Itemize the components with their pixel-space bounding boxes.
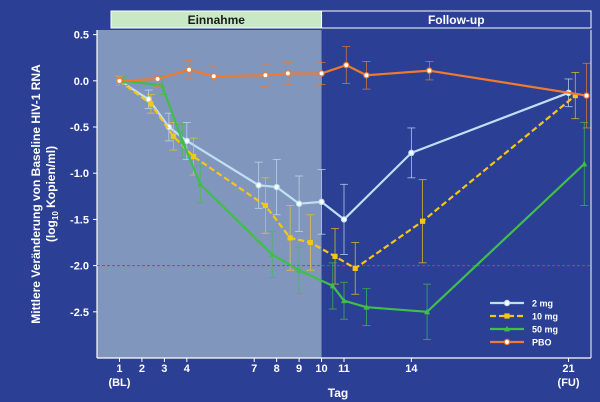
data-point-50mg — [269, 251, 276, 257]
data-point-pbo — [426, 67, 433, 74]
x-tick-label: 4 — [184, 363, 191, 375]
x-tick-sublabel: (FU) — [558, 377, 580, 389]
data-point-pbo — [363, 72, 370, 79]
phase-label-intake: Einnahme — [188, 13, 246, 27]
x-tick-label: 2 — [139, 363, 145, 375]
legend-marker-2mg — [503, 299, 511, 307]
y-tick-label: -0.5 — [70, 122, 89, 134]
data-point-2mg — [340, 216, 348, 223]
x-tick-label: 7 — [251, 363, 257, 375]
x-tick-label: 14 — [405, 363, 418, 375]
data-point-pbo — [583, 92, 590, 99]
legend-label-pbo: PBO — [532, 338, 552, 348]
data-point-10mg — [262, 202, 269, 209]
y-tick-label: -1.0 — [70, 168, 89, 180]
data-point-2mg — [318, 198, 325, 206]
y-axis-label-line1: Mittlere Veränderung von Baseline HIV-1 … — [29, 64, 43, 324]
legend-marker-pbo — [503, 338, 511, 346]
legend-label-10mg: 10 mg — [532, 312, 558, 322]
data-point-10mg — [352, 265, 358, 271]
data-point-10mg — [287, 235, 293, 241]
data-point-2mg — [273, 183, 280, 191]
data-point-pbo — [284, 70, 292, 77]
y-tick-label: 0.5 — [74, 30, 89, 42]
data-point-50mg — [329, 282, 336, 289]
data-point-2mg — [408, 149, 415, 157]
y-tick-label: -2.0 — [70, 261, 89, 273]
data-point-10mg — [170, 133, 176, 139]
x-axis-label: Tag — [328, 386, 348, 400]
y-axis-label-line2: (log10 Kopien/ml) — [44, 146, 60, 242]
x-tick-label: 3 — [161, 363, 167, 375]
legend-label-2mg: 2 mg — [532, 299, 553, 309]
data-point-pbo — [154, 75, 161, 83]
data-point-10mg — [148, 101, 154, 107]
legend-marker-10mg — [504, 313, 510, 319]
x-tick-label: 9 — [296, 363, 302, 375]
data-point-10mg — [190, 153, 197, 160]
legend-marker-50mg — [504, 325, 510, 332]
data-point-50mg — [296, 267, 303, 273]
x-tick-label: 8 — [274, 363, 280, 375]
data-point-pbo — [343, 61, 350, 69]
y-tick-label: 0.0 — [74, 76, 89, 88]
data-point-pbo — [210, 72, 217, 80]
y-tick-label: -1.5 — [70, 214, 89, 226]
x-tick-label: 1 — [116, 363, 122, 375]
data-point-2mg — [255, 182, 262, 189]
data-point-10mg — [332, 253, 338, 259]
x-tick-label: 11 — [338, 363, 350, 375]
data-point-50mg — [341, 297, 347, 304]
data-point-10mg — [419, 218, 426, 224]
data-point-10mg — [307, 239, 313, 246]
data-point-50mg — [581, 160, 588, 167]
phase-band-followup — [321, 10, 592, 29]
x-tick-label: 21 — [562, 363, 574, 375]
data-point-2mg — [145, 96, 152, 103]
plot-area: Einnahme Follow-up 0.5 0.0 -0.5 -1.0 -1.5 -2.0 -… — [29, 10, 592, 400]
data-point-pbo — [262, 72, 269, 79]
data-point-50mg — [363, 303, 370, 310]
data-point-pbo — [185, 66, 193, 73]
data-point-50mg — [197, 181, 204, 187]
x-tick-label: 10 — [315, 363, 327, 375]
y-tick-label: -2.5 — [70, 307, 89, 319]
legend-label-50mg: 50 mg — [532, 325, 558, 335]
data-point-10mg — [572, 93, 578, 99]
data-point-pbo — [318, 70, 325, 77]
data-point-2mg — [183, 137, 191, 145]
data-point-50mg — [179, 137, 186, 144]
data-point-2mg — [295, 200, 303, 207]
phase-label-followup: Follow-up — [428, 13, 485, 27]
data-point-50mg — [424, 308, 431, 315]
data-point-pbo — [116, 77, 123, 85]
x-tick-sublabel: (BL) — [108, 377, 130, 389]
